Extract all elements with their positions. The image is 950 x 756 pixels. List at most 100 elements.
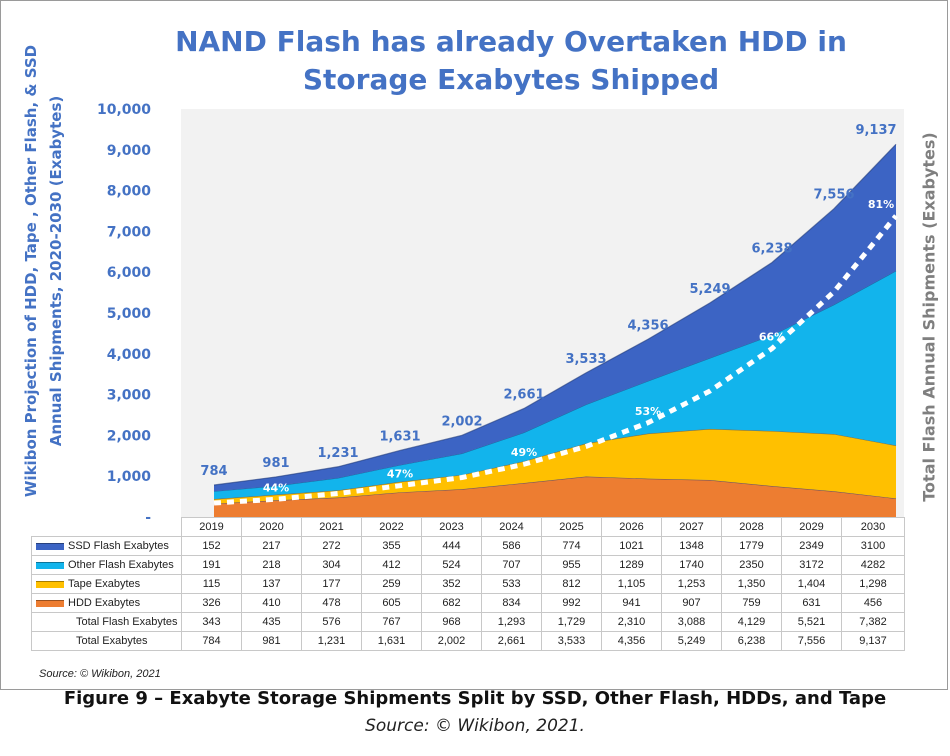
table-cell: 992 xyxy=(541,593,602,613)
data-table: 2019 2020 2021 2022 2023 2024 2025 2026 2027 2028… xyxy=(31,517,905,651)
table-cell: 576 xyxy=(301,612,362,632)
table-cell: 586 xyxy=(481,536,542,556)
figure-caption-source: Source: © Wikibon, 2021. xyxy=(365,716,585,736)
table-cell: 7,382 xyxy=(841,612,905,632)
table-cell: 759 xyxy=(721,593,782,613)
table-cell: 217 xyxy=(241,536,302,556)
legend-key xyxy=(36,542,64,550)
ssd-row-label: SSD Flash Exabytes xyxy=(68,540,169,552)
table-cell: 941 xyxy=(601,593,662,613)
source-note: Source: © Wikibon, 2021 xyxy=(39,668,161,680)
table-cell: 218 xyxy=(241,555,302,575)
total-labels: 784 981 1,231 1,631 2,002 2,661 3,533 4,356 5,24… xyxy=(200,123,896,479)
y-tick-label: 9,000 xyxy=(107,143,152,159)
table-row: Total Flash Exabytes 343 435 576 767 968 1,293… xyxy=(31,612,905,632)
table-cell: 3,533 xyxy=(541,631,602,651)
y-tick-labels: - 1,000 2,000 3,000 4,000 5,000 6,000 7,000 8,00… xyxy=(97,102,151,526)
table-cell: 524 xyxy=(421,555,482,575)
y-tick-label: 6,000 xyxy=(107,265,152,281)
year-header: 2026 xyxy=(601,517,662,537)
table-cell: 326 xyxy=(181,593,242,613)
table-cell: 968 xyxy=(421,612,482,632)
table-corner xyxy=(32,518,182,537)
other-flash-area-edge xyxy=(213,270,897,492)
y-tick-label: 3,000 xyxy=(107,388,152,404)
hdd-row-label: HDD Exabytes xyxy=(68,597,141,609)
table-cell: 5,249 xyxy=(661,631,722,651)
table-cell: 6,238 xyxy=(721,631,782,651)
total-flash-line xyxy=(213,214,898,506)
table-cell: 834 xyxy=(481,593,542,613)
table-cell: 410 xyxy=(241,593,302,613)
row-header: Total Flash Exabytes xyxy=(31,612,182,632)
y-tick-label: 7,000 xyxy=(107,224,152,240)
total-value-label: 7,556 xyxy=(813,188,854,203)
legend-key xyxy=(36,561,64,569)
y-tick-label: 1,000 xyxy=(107,469,152,485)
table-cell: 4282 xyxy=(841,555,905,575)
table-cell: 1779 xyxy=(721,536,782,556)
flash-share-label: 66% xyxy=(759,331,785,344)
flash-share-label: 49% xyxy=(511,446,537,459)
total-value-label: 3,533 xyxy=(565,352,606,367)
ssd-flash-area xyxy=(214,144,896,492)
flash-share-label: 47% xyxy=(387,468,413,481)
total-value-label: 1,631 xyxy=(379,429,420,444)
table-cell: 259 xyxy=(361,574,422,594)
table-cell: 304 xyxy=(301,555,362,575)
year-header: 2028 xyxy=(721,517,782,537)
area-series xyxy=(213,143,897,517)
table-cell: 1,231 xyxy=(301,631,362,651)
tape-row-label: Tape Exabytes xyxy=(68,578,141,590)
chart-title-line-2: Storage Exabytes Shipped xyxy=(302,63,720,96)
chart-plot: - 1,000 2,000 3,000 4,000 5,000 6,000 7,000 8,00… xyxy=(97,102,904,526)
table-cell: 1,298 xyxy=(841,574,905,594)
table-cell: 707 xyxy=(481,555,542,575)
table-row: SSD Flash Exabytes 152 217 272 355 444 586 774 1… xyxy=(31,536,905,556)
table-cell: 774 xyxy=(541,536,602,556)
table-cell: 1289 xyxy=(601,555,662,575)
table-cell: 177 xyxy=(301,574,362,594)
table-cell: 1,404 xyxy=(781,574,842,594)
y-tick-label: 4,000 xyxy=(107,347,152,363)
total-row-label: Total Exabytes xyxy=(76,635,148,647)
total-value-label: 5,249 xyxy=(689,282,730,297)
year-header: 2022 xyxy=(361,517,422,537)
table-cell: 3172 xyxy=(781,555,842,575)
table-cell: 907 xyxy=(661,593,722,613)
flash-share-label: 81% xyxy=(868,198,894,211)
total-value-label: 784 xyxy=(200,464,227,479)
y-tick-label: 10,000 xyxy=(97,102,151,118)
table-cell: 1740 xyxy=(661,555,722,575)
year-header: 2030 xyxy=(841,517,905,537)
table-cell: 2350 xyxy=(721,555,782,575)
table-cell: 3,088 xyxy=(661,612,722,632)
total-value-label: 6,238 xyxy=(751,241,792,256)
table-cell: 605 xyxy=(361,593,422,613)
row-header: Tape Exabytes xyxy=(31,574,182,594)
table-cell: 3100 xyxy=(841,536,905,556)
table-row: HDD Exabytes 326 410 478 605 682 834 992 941 907 7… xyxy=(31,593,905,613)
figure-caption: Figure 9 – Exabyte Storage Shipments Spl… xyxy=(63,688,887,709)
table-cell: 137 xyxy=(241,574,302,594)
year-header: 2029 xyxy=(781,517,842,537)
year-header: 2019 xyxy=(181,517,242,537)
table-cell: 355 xyxy=(361,536,422,556)
table-cell: 412 xyxy=(361,555,422,575)
legend-key xyxy=(36,580,64,588)
flash-share-label: 53% xyxy=(635,405,661,418)
table-cell: 444 xyxy=(421,536,482,556)
table-cell: 1,729 xyxy=(541,612,602,632)
table-cell: 343 xyxy=(181,612,242,632)
table-row: Other Flash Exabytes 191 218 304 412 524 707 95… xyxy=(31,555,905,575)
other-flash-row-label: Other Flash Exabytes xyxy=(68,559,174,571)
year-header: 2025 xyxy=(541,517,602,537)
legend-key xyxy=(36,599,64,607)
total-flash-dotted-line xyxy=(213,214,898,506)
y-tick-label: - xyxy=(145,510,151,526)
ssd-flash-area-edge xyxy=(213,143,897,486)
table-cell: 784 xyxy=(181,631,242,651)
table-cell: 5,521 xyxy=(781,612,842,632)
chart-title-line-1: NAND Flash has already Overtaken HDD in xyxy=(175,25,847,58)
table-row: Tape Exabytes 115 137 177 259 352 533 812 1,105 1… xyxy=(31,574,905,594)
